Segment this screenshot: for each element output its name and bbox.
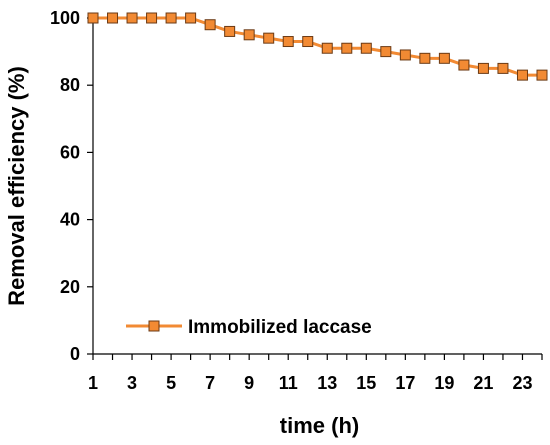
x-tick-label: 17 xyxy=(395,373,415,393)
legend: Immobilized laccase xyxy=(126,317,372,338)
data-point xyxy=(282,36,294,48)
legend-label: Immobilized laccase xyxy=(188,317,372,338)
data-point xyxy=(438,52,450,64)
y-tick-label: 0 xyxy=(70,344,80,364)
y-tick-label: 60 xyxy=(60,142,80,162)
data-point xyxy=(477,62,489,74)
data-point xyxy=(224,25,236,37)
data-point xyxy=(87,12,99,24)
x-tick-label: 21 xyxy=(473,373,493,393)
data-point xyxy=(497,62,509,74)
x-tick-label: 1 xyxy=(88,373,98,393)
data-point xyxy=(458,59,470,71)
series-line xyxy=(93,16,542,77)
data-point xyxy=(107,12,119,24)
x-tick-label: 15 xyxy=(356,373,376,393)
data-series xyxy=(87,12,548,81)
y-tick-label: 100 xyxy=(50,8,80,28)
x-axis-title: time (h) xyxy=(280,413,359,438)
data-point xyxy=(380,46,392,58)
x-tick-label: 3 xyxy=(127,373,137,393)
data-point xyxy=(185,12,197,24)
x-tick-label: 23 xyxy=(512,373,532,393)
x-tick-label: 13 xyxy=(317,373,337,393)
x-tick-label: 19 xyxy=(434,373,454,393)
x-tick-label: 9 xyxy=(244,373,254,393)
axes xyxy=(92,18,542,355)
data-point xyxy=(536,69,548,81)
data-point xyxy=(146,12,158,24)
y-tick-label: 20 xyxy=(60,277,80,297)
data-point xyxy=(516,69,528,81)
data-point xyxy=(165,12,177,24)
data-point xyxy=(399,49,411,61)
data-point xyxy=(204,19,216,31)
y-tick-label: 40 xyxy=(60,210,80,230)
data-point xyxy=(360,42,372,54)
data-point xyxy=(341,42,353,54)
x-tick-label: 5 xyxy=(166,373,176,393)
x-tick-label: 11 xyxy=(279,373,298,393)
y-tick-label: 80 xyxy=(60,75,80,95)
data-point xyxy=(302,36,314,48)
y-axis-title: Removal efficiency (%) xyxy=(4,66,29,306)
data-point xyxy=(243,29,255,41)
data-point xyxy=(321,42,333,54)
data-point xyxy=(419,52,431,64)
legend-marker xyxy=(148,320,160,332)
data-point xyxy=(126,12,138,24)
x-tick-label: 7 xyxy=(205,373,215,393)
data-point xyxy=(263,32,275,44)
